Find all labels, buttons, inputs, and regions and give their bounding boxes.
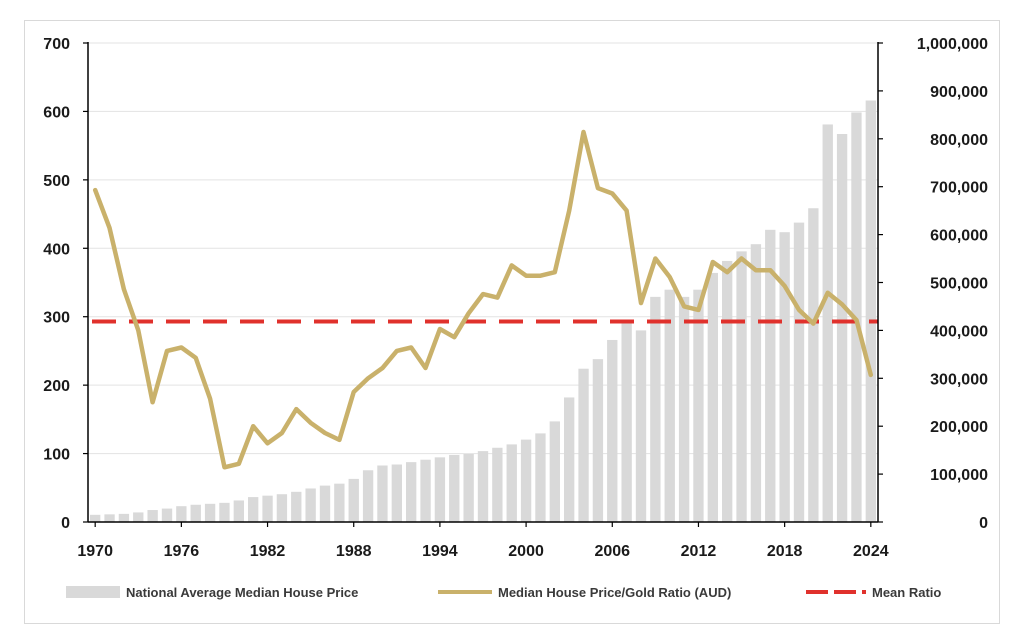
bar: [420, 459, 431, 522]
x-tick-label: 1988: [336, 543, 372, 560]
y-left-tick-label: 300: [43, 310, 70, 327]
bar: [635, 330, 647, 522]
bar: [133, 512, 144, 522]
bar: [707, 272, 718, 522]
legend-item-house-price: National Average Median House Price: [66, 577, 358, 607]
bar: [391, 464, 402, 522]
y-left-tick-label: 200: [43, 378, 70, 395]
legend-item-mean: Mean Ratio: [806, 577, 941, 607]
bar: [348, 478, 359, 522]
bar: [161, 508, 173, 522]
bar: [664, 289, 675, 522]
bar: [204, 503, 216, 522]
y-left-tick-label: 400: [43, 241, 70, 258]
bar: [319, 485, 331, 522]
bar: [722, 260, 733, 522]
bar: [362, 470, 374, 522]
bar: [219, 502, 230, 522]
y-right-tick-label: 200,000: [930, 419, 988, 436]
bar: [477, 451, 489, 522]
bar: [492, 447, 503, 522]
bar: [808, 208, 819, 522]
legend-label-ratio: Median House Price/Gold Ratio (AUD): [498, 584, 732, 600]
bar: [406, 462, 417, 522]
y-right-tick-label: 700,000: [930, 180, 988, 197]
legend-swatch-bar: [66, 586, 120, 598]
y-right-tick-label: 600,000: [930, 228, 988, 245]
legend-swatch-line: [438, 590, 492, 594]
bar: [836, 134, 848, 522]
bar: [520, 439, 532, 522]
bar: [506, 444, 517, 522]
bar: [463, 453, 474, 522]
x-tick-label: 2006: [594, 543, 630, 560]
legend-label-mean: Mean Ratio: [872, 584, 942, 600]
y-left-tick-label: 0: [61, 515, 70, 532]
bar: [104, 514, 115, 522]
bar: [147, 510, 158, 522]
bar: [650, 296, 661, 522]
x-tick-label: 2018: [767, 543, 803, 560]
y-right-tick-label: 300,000: [930, 371, 988, 388]
y-right-tick-label: 100,000: [930, 467, 988, 484]
y-left-tick-label: 700: [43, 36, 70, 53]
legend-swatch-dash: [806, 590, 866, 594]
bar: [535, 433, 546, 522]
x-tick-label: 2024: [853, 543, 889, 560]
bar: [377, 465, 388, 522]
bar: [779, 232, 790, 522]
y-right-tick-label: 1,000,000: [917, 36, 988, 53]
legend-item-ratio: Median House Price/Gold Ratio (AUD): [438, 577, 731, 607]
bar: [765, 229, 776, 522]
bar: [592, 359, 604, 522]
bar: [549, 421, 560, 522]
y-right-tick-label: 500,000: [930, 276, 988, 293]
y-right-tick-label: 800,000: [930, 132, 988, 149]
bar: [621, 320, 632, 522]
bar: [190, 504, 201, 522]
bar: [176, 506, 187, 522]
x-tick-label: 1982: [250, 543, 286, 560]
bar: [693, 289, 704, 522]
bar: [248, 497, 259, 522]
x-tick-label: 1970: [77, 543, 113, 560]
y-right-tick-label: 0: [979, 515, 988, 532]
y-left-tick-label: 600: [43, 104, 70, 121]
x-tick-label: 2012: [681, 543, 717, 560]
x-tick-label: 2000: [508, 543, 544, 560]
bar: [793, 222, 805, 522]
bar: [564, 397, 575, 522]
bar: [678, 296, 690, 522]
bar: [865, 100, 876, 522]
ratio-line: [92, 129, 874, 470]
y-left-tick-label: 500: [43, 173, 70, 190]
bar: [607, 339, 618, 522]
bar: [262, 495, 273, 522]
legend-label-house-price: National Average Median House Price: [126, 584, 359, 600]
y-right-tick-label: 900,000: [930, 84, 988, 101]
bar: [736, 251, 747, 523]
bar: [233, 500, 244, 522]
bar: [291, 491, 302, 522]
y-right-tick-label: 400,000: [930, 323, 988, 340]
bar: [90, 514, 101, 522]
bar: [334, 483, 345, 522]
bar: [276, 494, 288, 522]
legend: National Average Median House Price Medi…: [0, 577, 1024, 607]
bar: [305, 488, 316, 522]
x-tick-label: 1976: [164, 543, 200, 560]
x-tick-label: 1994: [422, 543, 458, 560]
bar: [449, 454, 460, 522]
bar: [578, 368, 589, 522]
bar: [118, 513, 130, 522]
bar: [434, 457, 446, 522]
bar: [822, 124, 833, 523]
y-left-tick-label: 100: [43, 447, 70, 464]
bar: [750, 244, 762, 522]
